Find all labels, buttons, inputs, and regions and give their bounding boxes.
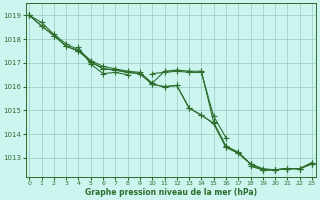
X-axis label: Graphe pression niveau de la mer (hPa): Graphe pression niveau de la mer (hPa) xyxy=(84,188,257,197)
